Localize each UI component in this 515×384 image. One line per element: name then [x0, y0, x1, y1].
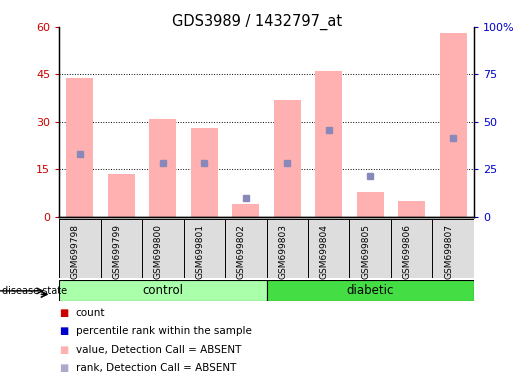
Bar	[191, 128, 218, 217]
Text: GSM699802: GSM699802	[237, 223, 246, 278]
Text: ■: ■	[59, 345, 68, 355]
Text: rank, Detection Call = ABSENT: rank, Detection Call = ABSENT	[76, 363, 236, 373]
Text: GSM699801: GSM699801	[195, 223, 204, 279]
Text: GSM699804: GSM699804	[320, 223, 329, 278]
Text: GSM699803: GSM699803	[278, 223, 287, 279]
Bar	[357, 192, 384, 217]
Bar	[315, 71, 342, 217]
Bar	[274, 100, 301, 217]
Text: GSM699807: GSM699807	[444, 223, 453, 279]
Text: ■: ■	[59, 363, 68, 373]
Bar	[66, 78, 93, 217]
Text: GSM699799: GSM699799	[112, 223, 122, 279]
Text: GSM699798: GSM699798	[71, 223, 80, 279]
Text: percentile rank within the sample: percentile rank within the sample	[76, 326, 252, 336]
Bar	[232, 204, 259, 217]
Bar	[267, 280, 474, 301]
Text: GSM699805: GSM699805	[361, 223, 370, 279]
Text: value, Detection Call = ABSENT: value, Detection Call = ABSENT	[76, 345, 241, 355]
Bar	[398, 201, 425, 217]
Bar	[59, 280, 267, 301]
Text: ■: ■	[59, 308, 68, 318]
Bar	[108, 174, 135, 217]
Bar	[149, 119, 176, 217]
Text: GDS3989 / 1432797_at: GDS3989 / 1432797_at	[173, 13, 342, 30]
Text: GSM699800: GSM699800	[154, 223, 163, 279]
Text: GSM699806: GSM699806	[403, 223, 411, 279]
Text: disease state: disease state	[2, 286, 66, 296]
Text: count: count	[76, 308, 105, 318]
Text: diabetic: diabetic	[347, 285, 394, 297]
Text: control: control	[142, 285, 183, 297]
Bar	[440, 33, 467, 217]
Text: ■: ■	[59, 326, 68, 336]
